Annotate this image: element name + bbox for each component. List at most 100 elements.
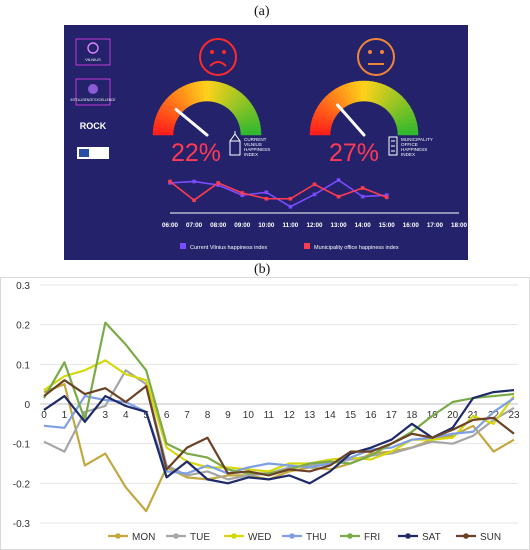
legend-label-mon: MON — [132, 532, 155, 543]
vilnius-happiness-value: 22% — [171, 139, 221, 167]
x-tick-label: 11 — [264, 410, 275, 421]
chart-series — [43, 321, 515, 513]
brain-icon — [88, 84, 98, 94]
x-tick-label: 10 — [243, 410, 255, 421]
happiness-dashboard: VILNIUS INTELLIGENCE EXCELLENCE ROCK 22%… — [64, 25, 468, 260]
timeline-point — [192, 198, 196, 202]
legend-swatch-vilnius — [180, 243, 186, 249]
vilnius-gauge-caption-1: CURRENT — [244, 137, 267, 142]
timeline-point — [240, 193, 245, 197]
intelligence-logo-frame — [75, 78, 111, 106]
series-line-tue — [43, 369, 515, 481]
legend-label-fri: FRI — [364, 532, 380, 543]
x-tick-label: 20 — [447, 410, 459, 421]
x-tick-label: 15 — [345, 410, 357, 421]
x-tick-label: 17 — [386, 410, 398, 421]
y-tick-label: -0.2 — [13, 479, 31, 490]
timeline-point — [312, 192, 317, 197]
y-tick-label: 0.3 — [16, 281, 30, 292]
y-tick-label: 0.1 — [16, 360, 30, 371]
vilnius-gauge-caption-3: HAPPINESS — [244, 147, 270, 152]
timeline-time-label: 15:00 — [379, 222, 396, 229]
legend-marker-mon — [115, 533, 121, 539]
timeline-time-label: 06:00 — [162, 222, 179, 229]
municipality-happiness-gauge — [309, 80, 419, 137]
x-tick-label: 13 — [304, 410, 316, 421]
timeline-time-label: 12:00 — [306, 222, 323, 229]
legend-label-wed: WED — [248, 532, 271, 543]
legend-marker-tue — [173, 533, 179, 539]
municipality-gauge-caption-2: OFFICE — [401, 142, 418, 147]
y-tick-label: 0.2 — [16, 321, 30, 332]
timeline-time-label: 10:00 — [258, 222, 275, 229]
legend-label-municipality: Municipality office happiness index — [314, 245, 399, 251]
church-icon — [229, 131, 241, 156]
municipality-gauge-caption-1: MUNICIPALITY — [401, 137, 433, 142]
x-tick-label: 22 — [488, 410, 500, 421]
face-outline — [357, 38, 395, 76]
panel-a-label: (a) — [254, 4, 270, 19]
timeline-point — [192, 179, 196, 184]
x-tick-label: 1 — [62, 410, 68, 421]
timeline-time-label: 11:00 — [283, 222, 299, 229]
municipality-gauge-caption-4: INDEX — [401, 152, 415, 157]
x-tick-label: 9 — [225, 410, 231, 421]
legend-marker-sat — [405, 533, 411, 539]
face-eye-left — [368, 50, 372, 54]
timeline-point — [336, 194, 341, 199]
y-tick-label: -0.1 — [13, 440, 31, 451]
y-axis-tick-labels: 0.3 0.2 0.1 0 -0.1 -0.2 -0.3 — [13, 281, 31, 530]
legend-label-sun: SUN — [480, 532, 501, 543]
legend-marker-thu — [289, 533, 295, 539]
legend-label-vilnius: Current Vilnius happiness index — [190, 245, 267, 251]
timeline-time-label: 14:00 — [355, 222, 372, 229]
gauge-needle — [174, 108, 209, 137]
x-tick-label: 7 — [184, 410, 190, 421]
series-line-wed — [43, 359, 515, 473]
vilnius-logo-frame — [75, 38, 111, 66]
timeline-point — [336, 178, 341, 182]
x-tick-label: 0 — [41, 410, 47, 421]
timeline-point — [384, 195, 389, 200]
timeline-point — [360, 186, 365, 190]
x-tick-label: 18 — [406, 410, 418, 421]
timeline-point — [288, 204, 293, 209]
timeline-point — [168, 179, 172, 184]
vilnius-happiness-gauge — [152, 80, 262, 137]
timeline-time-label: 13:00 — [331, 222, 348, 229]
series-line-sun — [43, 379, 515, 477]
series-line-fri — [43, 321, 515, 475]
x-tick-label: 14 — [325, 410, 337, 421]
municipality-happiness-value: 27% — [329, 139, 379, 167]
legend-label-tue: TUE — [190, 532, 210, 543]
y-tick-label: -0.3 — [13, 519, 31, 530]
timeline-time-label: 09:00 — [234, 222, 251, 229]
timeline-time-label: 16:00 — [403, 222, 420, 229]
sad-face-icon — [199, 38, 237, 76]
x-axis-tick-labels: 0 1 2 3 4 5 6 7 8 9 10 11 12 13 14 15 16 17 18 19 20 21 22 23 — [41, 410, 520, 421]
happiness-timeline-chart: 06:00 07:00 08:00 09:00 10:00 11:00 12:00 13:00… — [162, 178, 468, 229]
timeline-time-label: 08:00 — [210, 222, 227, 229]
timeline-point — [264, 190, 269, 195]
gauge-needle — [336, 103, 366, 137]
face-eye-right — [380, 50, 384, 54]
timeline-time-label: 18:00 — [451, 222, 468, 229]
gauge-arc-segment — [397, 130, 419, 136]
weekday-line-chart: 0.30.20.10-0.1-0.2-0.3 0 1 2 3 4 5 6 7 8 9 10 11 12 1… — [0, 277, 530, 550]
timeline-point — [264, 196, 269, 201]
timeline-point — [240, 191, 245, 195]
legend-label-thu: THU — [306, 532, 327, 543]
legend-marker-sun — [463, 533, 469, 539]
municipality-gauge-caption-3: HAPPINESS — [401, 147, 427, 152]
y-tick-label: 0 — [24, 400, 30, 411]
timeline-time-label: 17:00 — [427, 222, 444, 229]
vilnius-gauge-caption-4: INDEX — [244, 152, 258, 157]
timeline-point — [216, 181, 220, 185]
face-eye-right — [222, 50, 226, 54]
vilnius-logo-text: VILNIUS — [85, 57, 101, 62]
x-tick-label: 3 — [103, 410, 109, 421]
gauge-arc-segment — [240, 130, 262, 136]
legend-label-sat: SAT — [422, 532, 441, 543]
face-eye-left — [210, 50, 214, 54]
intelligence-logo-text: INTELLIGENCE EXCELLENCE — [71, 98, 116, 102]
